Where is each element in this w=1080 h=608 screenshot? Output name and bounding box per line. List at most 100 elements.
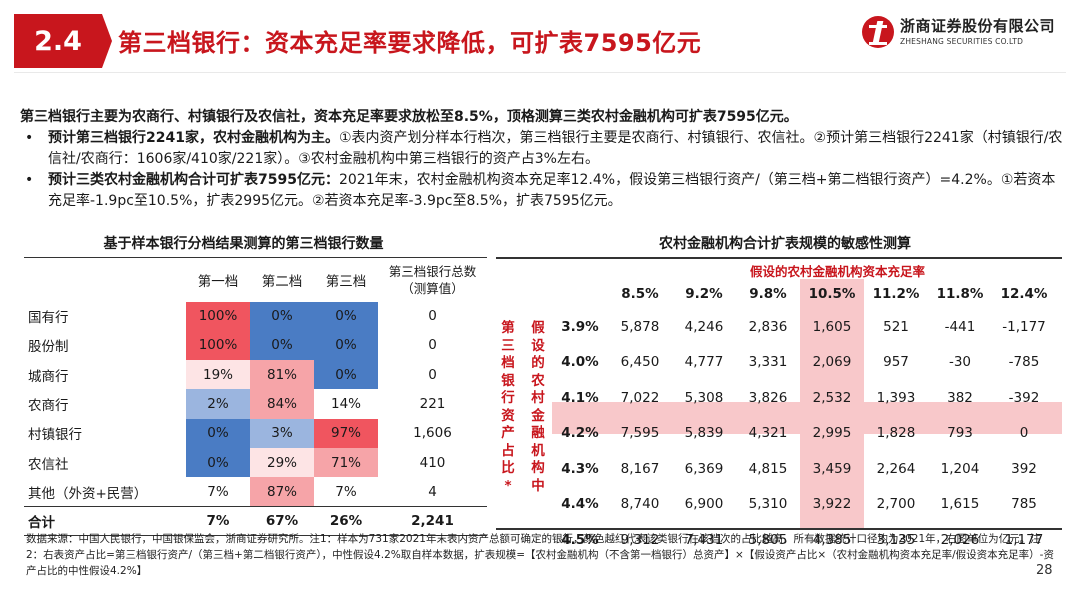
header-tier-2: 第二档 xyxy=(250,257,314,302)
table-cell: -30 xyxy=(948,354,972,371)
total-tier-3: 26% xyxy=(314,506,378,537)
table-cell: 4,815 xyxy=(748,460,788,477)
header-tier-3: 第三档 xyxy=(314,257,378,302)
table-cell: 392 xyxy=(1011,460,1037,477)
section-badge-arrow xyxy=(102,14,112,68)
tier-1-cell: 7% xyxy=(186,477,250,507)
bullet-dot-icon: • xyxy=(25,172,34,188)
row-label: 股份制 xyxy=(28,339,69,356)
col-axis-label: 假设的农村金融机构资本充足率 xyxy=(749,264,925,279)
col-header: 12.4% xyxy=(1000,286,1048,302)
table-cell: 3,922 xyxy=(812,496,852,513)
table-row: 农信社 0% 29% 71% 410 xyxy=(24,447,487,478)
row-axis-label-2: 假设的农村金融机构中 xyxy=(531,320,545,494)
total-tier-2: 67% xyxy=(250,506,314,537)
tier-1-cell: 0% xyxy=(186,418,250,448)
tier-3-cell: 0% xyxy=(314,330,378,361)
section-number-badge: 2.4 xyxy=(14,14,102,68)
table-cell: 1,605 xyxy=(812,318,852,335)
tier-3-count-cell: 0 xyxy=(428,308,437,325)
total-count: 2,241 xyxy=(378,506,487,537)
table-cell: 7,431 xyxy=(684,531,724,548)
bullet-dot-icon: • xyxy=(25,130,34,146)
tier-3-cell: 71% xyxy=(314,447,378,478)
highlight-row-4-2 xyxy=(552,402,1062,434)
table-cell: 1,615 xyxy=(940,496,980,513)
table-cell: 2,069 xyxy=(812,354,852,371)
table-cell: 6,369 xyxy=(684,460,724,477)
tier-1-cell: 19% xyxy=(186,360,250,390)
row-label: 4.5% xyxy=(561,531,599,548)
table-cell: 4,246 xyxy=(684,318,724,335)
table-cell: 5,308 xyxy=(684,389,724,406)
table-cell: 1,177 xyxy=(1004,531,1044,548)
table-cell: 9,312 xyxy=(620,531,660,548)
tier-2-cell: 81% xyxy=(250,360,314,390)
tier-2-cell: 3% xyxy=(250,418,314,448)
table-cell: 2,700 xyxy=(876,496,916,513)
table-cell: 3,826 xyxy=(748,389,788,406)
row-label: 4.1% xyxy=(561,389,599,406)
table-cell: 6,900 xyxy=(684,496,724,513)
table-cell: 382 xyxy=(947,389,973,406)
table-cell: 2,264 xyxy=(876,460,916,477)
row-label: 3.9% xyxy=(561,318,599,335)
table-cell: -785 xyxy=(1008,354,1040,371)
tier-1-cell: 100% xyxy=(186,301,250,331)
tier-3-cell: 7% xyxy=(314,477,378,507)
table-cell: 8,167 xyxy=(620,460,660,477)
slide-header: 2.4 第三档银行：资本充足率要求降低，可扩表7595亿元 浙商证券股份有限公司… xyxy=(0,0,1080,82)
table-cell: 1,393 xyxy=(876,389,916,406)
table-row: 4.1% 7,022 5,308 3,826 2,532 1,393 382 -392 xyxy=(552,380,1056,416)
table-cell: 3,135 xyxy=(876,531,916,548)
table-cell: 3,331 xyxy=(748,354,788,371)
table-row: 4.3% 8,167 6,369 4,815 3,459 2,264 1,204 392 xyxy=(552,451,1056,487)
table-cell: 5,805 xyxy=(748,531,788,548)
col-header: 11.2% xyxy=(872,286,920,302)
table-cell: 957 xyxy=(883,354,909,371)
row-label: 4.0% xyxy=(561,354,599,371)
table-cell: 0 xyxy=(1019,425,1029,442)
bullet-1-text: ①表内资产划分样本行档次，第三档银行主要是农商行、村镇银行、农信社。②预计第三档… xyxy=(48,130,1063,167)
table-header-row: 第一档 第二档 第三档 第三档银行总数（测算值） xyxy=(24,257,487,302)
tier-3-count-cell: 221 xyxy=(419,396,446,413)
table-row: 4.4% 8,740 6,900 5,310 3,922 2,700 1,615 785 xyxy=(552,487,1056,523)
page-number: 28 xyxy=(1036,563,1053,578)
header-tier-3-count: 第三档银行总数（测算值） xyxy=(378,257,487,302)
table-row: 村镇银行 0% 3% 97% 1,606 xyxy=(24,418,487,448)
table-cell: 2,995 xyxy=(812,425,852,442)
table-cell: 6,450 xyxy=(620,354,660,371)
tier-3-count-cell: 410 xyxy=(419,454,446,471)
tier-2-cell: 0% xyxy=(250,301,314,331)
table-cell: 2,532 xyxy=(812,389,852,406)
summary-bullet-2: • 预计三类农村金融机构合计可扩表7595亿元：2021年末，农村金融机构资本充… xyxy=(20,170,1065,212)
table-row: 城商行 19% 81% 0% 0 xyxy=(24,360,487,390)
row-label: 4.2% xyxy=(561,425,599,442)
summary-bullet-1: • 预计第三档银行2241家，农村金融机构为主。①表内资产划分样本行档次，第三档… xyxy=(20,128,1065,170)
row-label: 4.3% xyxy=(561,460,599,477)
summary-lead: 第三档银行主要为农商行、村镇银行及农信社，资本充足率要求放松至8.5%，顶格测算… xyxy=(20,109,798,125)
table-cell: 2,836 xyxy=(748,318,788,335)
sensitivity-table: 8.5% 9.2% 9.8% 10.5% 11.2% 11.8% 12.4% 3.9% 5,87… xyxy=(552,279,1056,558)
table-cell: -441 xyxy=(944,318,976,335)
right-table-title: 农村金融机构合计扩表规模的敏感性测算 xyxy=(659,236,911,252)
table-top-rule xyxy=(496,257,1062,259)
table-row: 国有行 100% 0% 0% 0 xyxy=(24,301,487,331)
table-cell: -1,177 xyxy=(1002,318,1046,335)
company-logo: 浙商证券股份有限公司 ZHESHANG SECURITIES CO.LTD xyxy=(862,12,1062,54)
tier-3-count-cell: 1,606 xyxy=(413,425,452,442)
header-blank xyxy=(24,257,186,302)
col-header: 9.8% xyxy=(749,286,787,302)
tier-2-cell: 84% xyxy=(250,389,314,419)
sensitivity-table-panel: 假设的农村金融机构资本充足率 第三档银行资产占比* 假设的农村金融机构中 8.5… xyxy=(496,254,1062,548)
table-cell: -392 xyxy=(1008,389,1040,406)
table-cell: 7,595 xyxy=(620,425,660,442)
logo-mark-icon xyxy=(862,16,894,48)
table-row: 4.5% 9,312 7,431 5,805 4,385 3,135 2,026 1,177 xyxy=(552,522,1056,558)
tier-3-count-cell: 4 xyxy=(428,483,437,500)
row-label: 国有行 xyxy=(28,310,69,327)
logo-en-text: ZHESHANG SECURITIES CO.LTD xyxy=(900,37,1024,46)
slide-title: 第三档银行：资本充足率要求降低，可扩表7595亿元 xyxy=(118,29,702,57)
summary-block: 第三档银行主要为农商行、村镇银行及农信社，资本充足率要求放松至8.5%，顶格测算… xyxy=(20,107,1065,212)
row-label: 村镇银行 xyxy=(28,427,82,444)
